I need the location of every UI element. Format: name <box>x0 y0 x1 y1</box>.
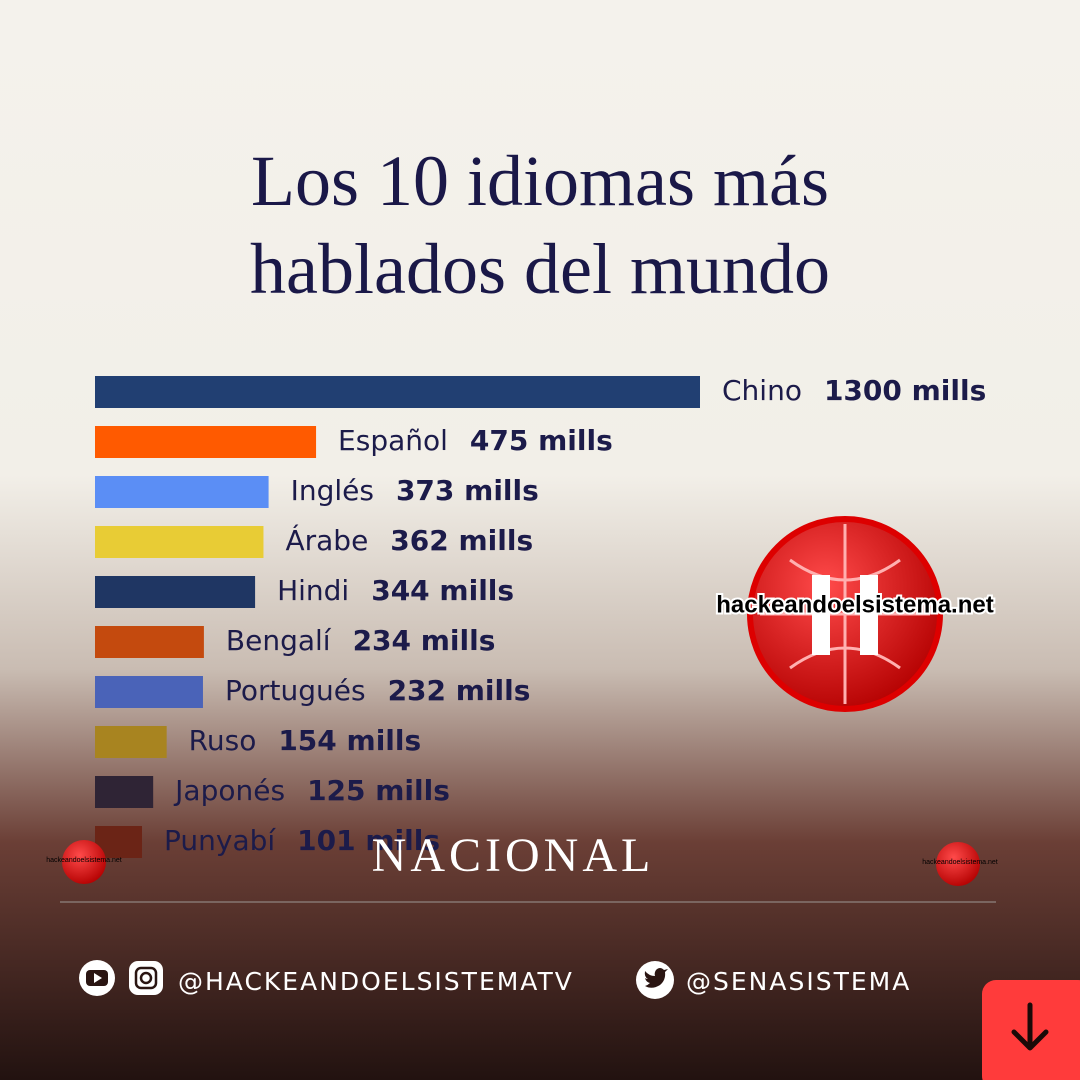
bar <box>95 476 269 508</box>
value-label: 344 mills <box>371 574 514 607</box>
youtube-icon <box>79 960 115 996</box>
value-label: 232 mills <box>388 674 531 707</box>
chart-title: Los 10 idiomas más hablados del mundo <box>250 141 830 309</box>
value-label: 234 mills <box>353 624 496 657</box>
value-label: 101 mills <box>297 824 440 857</box>
bar-label: Español 475 mills <box>338 424 613 457</box>
twitter-icon <box>636 961 674 999</box>
category-label: Chino <box>722 374 802 407</box>
value-label: 373 mills <box>396 474 539 507</box>
bar <box>95 676 203 708</box>
bar <box>95 576 256 608</box>
value-label: 1300 mills <box>824 374 986 407</box>
bar <box>95 726 167 758</box>
social-handle: @HACKEANDOELSISTEMATV <box>178 967 574 996</box>
scroll-down-button[interactable] <box>982 980 1080 1080</box>
bar-label: Portugués 232 mills <box>225 674 530 707</box>
bar-label: Inglés 373 mills <box>291 474 539 507</box>
instagram-icon <box>129 961 163 995</box>
social-handle: @SENASISTEMA <box>686 967 911 996</box>
watermark-small: hackeandoelsistema.net <box>922 859 998 866</box>
watermark-small: hackeandoelsistema.net <box>46 857 122 864</box>
bar <box>95 426 317 458</box>
category-label: Bengalí <box>226 624 332 657</box>
category-label: Punyabí <box>164 824 276 857</box>
category-label: Inglés <box>291 474 374 507</box>
bar-label: Japonés 125 mills <box>173 774 450 807</box>
value-label: 125 mills <box>307 774 450 807</box>
value-label: 362 mills <box>390 524 533 557</box>
logo: hackeandoelsistema.net <box>714 516 996 712</box>
category-label: Ruso <box>189 724 257 757</box>
bar-label: Bengalí 234 mills <box>226 624 496 657</box>
bar <box>95 526 264 558</box>
category-label: Español <box>338 424 448 457</box>
bar <box>95 776 154 808</box>
watermark: hackeandoelsistema.net <box>716 591 993 618</box>
small-logo-right: hackeandoelsistema.net <box>922 842 998 886</box>
category-label: Portugués <box>225 674 366 707</box>
bar <box>95 626 204 658</box>
value-label: 475 mills <box>470 424 613 457</box>
bar-label: Punyabí 101 mills <box>164 824 440 857</box>
category-label: Árabe <box>285 523 368 557</box>
category-label: Japonés <box>173 774 285 807</box>
bar <box>95 376 700 408</box>
bars: Chino 1300 mills Español 475 mills Inglés 373… <box>95 374 986 858</box>
bar-label: Hindi 344 mills <box>277 574 514 607</box>
section-label: NACIONAL <box>372 829 655 882</box>
bar-label: Chino 1300 mills <box>722 374 986 407</box>
value-label: 154 mills <box>278 724 421 757</box>
bar-label: Ruso 154 mills <box>189 724 422 757</box>
small-logo-left: hackeandoelsistema.net <box>46 840 122 884</box>
bar-label: Árabe 362 mills <box>285 523 533 557</box>
category-label: Hindi <box>277 574 349 607</box>
